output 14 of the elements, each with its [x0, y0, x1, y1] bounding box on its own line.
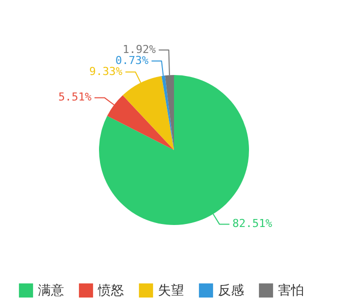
legend-label: 反感: [218, 283, 244, 298]
data-label: 5.51%: [58, 90, 92, 104]
legend-label: 失望: [158, 283, 184, 298]
pie-slice: [122, 76, 174, 150]
pie-slice: [107, 95, 174, 150]
data-label: 9.33%: [89, 65, 123, 78]
data-label: 0.73%: [115, 54, 149, 68]
legend-label: 满意: [38, 283, 64, 298]
pie-slice: [164, 75, 174, 150]
data-label: 82.51%: [232, 217, 273, 230]
legend-label: 愤怒: [97, 283, 124, 298]
data-label: 1.92%: [122, 43, 156, 56]
legend-label: 害怕: [278, 282, 304, 298]
pie-slice: [162, 76, 174, 150]
